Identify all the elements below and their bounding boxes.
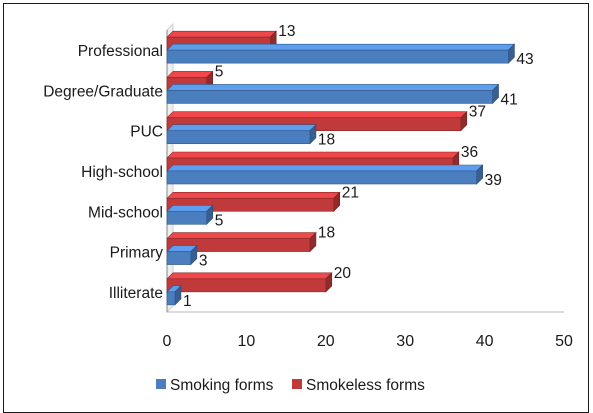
- bar-smoking-primary: [166, 244, 198, 266]
- bar-smokeless-illiterate: [166, 272, 333, 293]
- data-label-smokeless-high-school: 36: [461, 144, 478, 161]
- bars: [166, 30, 516, 306]
- x-tick-label-50: 50: [555, 333, 573, 350]
- data-label-smokeless-puc: 37: [469, 104, 486, 121]
- data-label-smoking-puc: 18: [318, 132, 335, 149]
- bar-smoking-mid-school: [166, 204, 214, 226]
- category-label-mid-school: Mid-school: [88, 204, 163, 221]
- data-labels: 13 43 5 41 37 18 36 39 21 5 18 3 20 1: [183, 23, 534, 310]
- chart-frame: Professional Degree/Graduate PUC High-schoo…: [3, 3, 589, 413]
- bar-chart: Professional Degree/Graduate PUC High-schoo…: [43, 22, 573, 394]
- category-label-professional: Professional: [78, 43, 163, 60]
- category-label-degree-graduate: Degree/Graduate: [43, 83, 163, 100]
- category-label-high-school: High-school: [81, 164, 163, 181]
- data-label-smokeless-primary: 18: [318, 225, 335, 242]
- data-label-smokeless-degree-graduate: 5: [215, 63, 224, 80]
- data-label-smokeless-illiterate: 20: [334, 265, 352, 282]
- x-tick-label-10: 10: [238, 333, 256, 350]
- data-label-smoking-degree-graduate: 41: [501, 91, 518, 108]
- data-label-smoking-primary: 3: [199, 253, 208, 270]
- category-label-primary: Primary: [110, 245, 164, 262]
- x-tick-label-40: 40: [476, 333, 494, 350]
- x-axis-ticks: 0 10 20 30 40 50: [163, 333, 573, 350]
- data-label-smoking-illiterate: 1: [183, 293, 192, 310]
- x-tick-label-0: 0: [163, 333, 172, 350]
- legend-label-smokeless-forms: Smokeless forms: [306, 377, 425, 394]
- legend-swatch-smoking-forms: [156, 379, 166, 389]
- bar-smoking-illiterate: [166, 285, 182, 306]
- bar-smoking-degree-graduate: [166, 83, 500, 105]
- bar-smoking-professional: [166, 43, 516, 64]
- category-label-illiterate: Illiterate: [109, 285, 163, 302]
- legend: Smoking forms Smokeless forms: [156, 377, 425, 394]
- x-tick-label-20: 20: [317, 333, 335, 350]
- bar-smoking-puc: [166, 123, 317, 145]
- bar-smokeless-primary: [166, 231, 317, 253]
- bar-smoking-high-school: [166, 164, 484, 185]
- category-labels: Professional Degree/Graduate PUC High-schoo…: [43, 43, 163, 302]
- data-label-smokeless-professional: 13: [278, 23, 295, 40]
- data-label-smokeless-mid-school: 21: [342, 184, 359, 201]
- category-label-puc: PUC: [130, 124, 163, 141]
- legend-swatch-smokeless-forms: [292, 379, 302, 389]
- data-label-smoking-high-school: 39: [485, 172, 502, 189]
- data-label-smoking-mid-school: 5: [215, 212, 224, 229]
- x-tick-label-30: 30: [396, 333, 414, 350]
- legend-label-smoking-forms: Smoking forms: [170, 377, 274, 394]
- data-label-smoking-professional: 43: [516, 51, 533, 68]
